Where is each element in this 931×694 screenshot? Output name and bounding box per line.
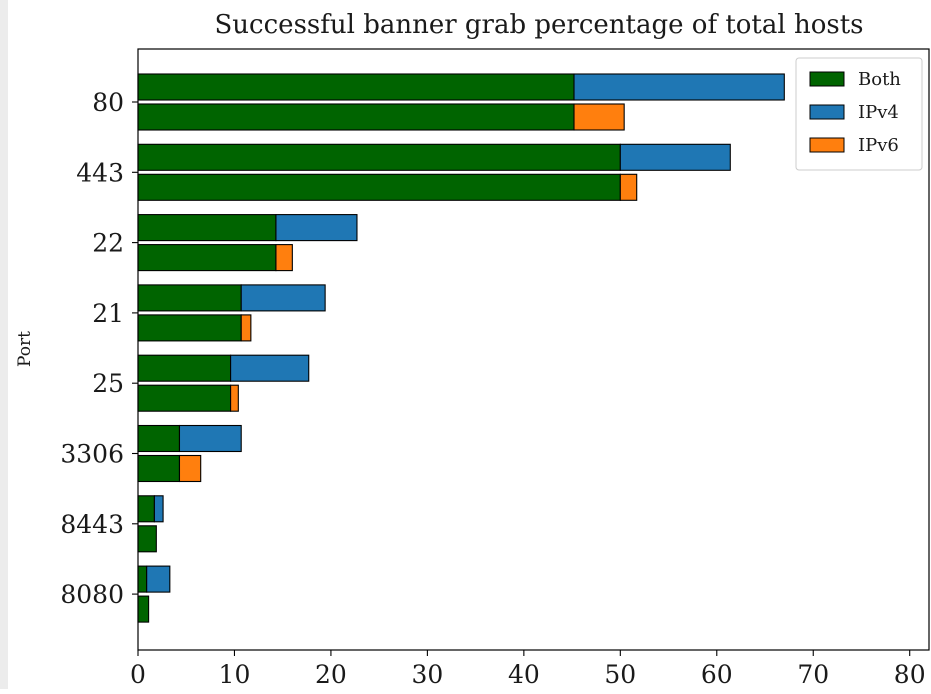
left-edge-strip bbox=[0, 0, 8, 689]
legend-swatch-ipv6 bbox=[809, 137, 845, 153]
y-ticks-group: 80 443 22 21 25 3306 8443 8080 bbox=[60, 88, 138, 609]
bar-ipv6-lower-80 bbox=[573, 103, 625, 131]
bar-both-upper-8443 bbox=[137, 495, 155, 523]
x-tick-label-40: 40 bbox=[508, 660, 540, 689]
x-tick-label-80: 80 bbox=[894, 660, 926, 689]
x-tick-label-20: 20 bbox=[315, 660, 347, 689]
legend-swatch-both bbox=[809, 71, 845, 87]
bar-ipv4-upper-8080 bbox=[146, 565, 171, 593]
bar-ipv6-lower-22 bbox=[275, 244, 293, 272]
bar-ipv4-upper-25 bbox=[230, 354, 310, 382]
bar-both-upper-8080 bbox=[137, 565, 148, 593]
chart-title: Successful banner grab percentage of tot… bbox=[215, 10, 864, 40]
bar-both-upper-3306 bbox=[137, 424, 181, 453]
y-tick-label-8080: 8080 bbox=[60, 580, 124, 609]
y-tick-label-443: 443 bbox=[76, 158, 124, 187]
legend: Both IPv4 IPv6 bbox=[795, 57, 923, 171]
y-tick-label-22: 22 bbox=[92, 229, 124, 258]
bar-both-lower-22 bbox=[137, 244, 277, 272]
legend-label-ipv6: IPv6 bbox=[858, 135, 899, 156]
bar-both-upper-25 bbox=[137, 354, 232, 382]
bar-both-lower-3306 bbox=[137, 454, 181, 483]
y-axis-label: Port bbox=[15, 331, 35, 367]
y-tick-label-3306: 3306 bbox=[60, 440, 124, 469]
y-tick-label-8443: 8443 bbox=[60, 510, 124, 539]
bar-both-upper-21 bbox=[137, 284, 242, 312]
bar-both-lower-8443 bbox=[137, 525, 157, 553]
bar-both-upper-80 bbox=[137, 73, 575, 101]
y-tick-label-80: 80 bbox=[92, 88, 124, 117]
bar-both-upper-443 bbox=[137, 143, 621, 171]
bar-both-lower-443 bbox=[137, 173, 621, 201]
bar-both-lower-25 bbox=[137, 384, 232, 412]
legend-swatch-ipv4 bbox=[809, 104, 845, 120]
bar-ipv6-lower-443 bbox=[619, 173, 638, 201]
bar-ipv4-upper-22 bbox=[275, 214, 358, 242]
bar-ipv4-upper-80 bbox=[573, 73, 785, 101]
y-tick-label-21: 21 bbox=[92, 299, 124, 328]
bar-ipv4-upper-8443 bbox=[153, 495, 164, 523]
x-tick-label-60: 60 bbox=[701, 660, 733, 689]
x-tick-label-30: 30 bbox=[411, 660, 443, 689]
bar-ipv4-upper-21 bbox=[240, 284, 326, 312]
bar-ipv6-lower-21 bbox=[240, 314, 252, 342]
bar-ipv6-lower-3306 bbox=[178, 454, 202, 483]
bar-ipv6-lower-25 bbox=[230, 384, 239, 412]
x-tick-label-0: 0 bbox=[130, 660, 146, 689]
x-tick-label-50: 50 bbox=[604, 660, 636, 689]
x-ticks-group: 0 10 20 30 40 50 60 70 80 bbox=[130, 650, 926, 689]
plot-frame bbox=[137, 48, 930, 651]
bar-both-lower-21 bbox=[137, 314, 242, 342]
x-tick-label-10: 10 bbox=[219, 660, 251, 689]
legend-label-both: Both bbox=[858, 69, 901, 90]
x-tick-label-70: 70 bbox=[797, 660, 829, 689]
bar-ipv4-upper-443 bbox=[619, 143, 731, 171]
bar-both-upper-22 bbox=[137, 214, 277, 242]
bar-ipv4-upper-3306 bbox=[178, 424, 242, 453]
bars-group bbox=[137, 73, 785, 623]
y-tick-label-25: 25 bbox=[92, 369, 124, 398]
legend-label-ipv4: IPv4 bbox=[858, 102, 899, 123]
bar-both-lower-80 bbox=[137, 103, 575, 131]
bar-both-lower-8080 bbox=[137, 595, 150, 623]
